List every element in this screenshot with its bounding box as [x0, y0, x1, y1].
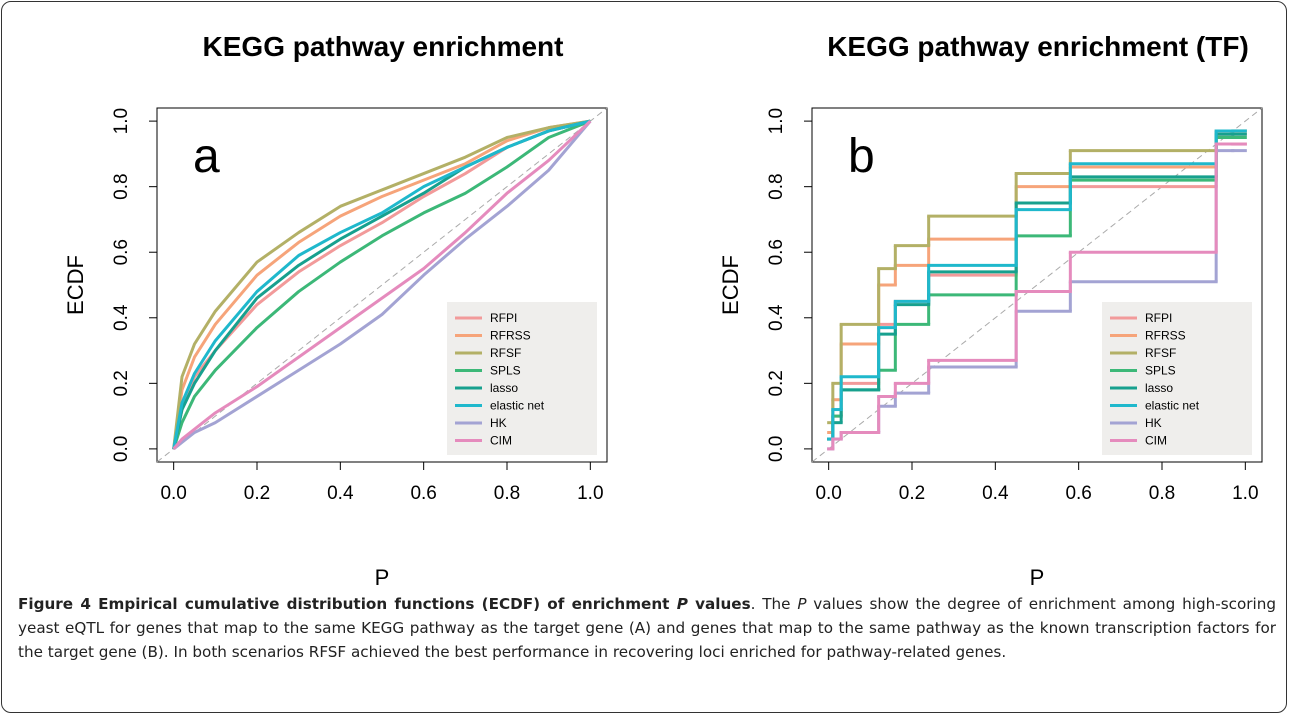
legend-label: SPLS: [1145, 364, 1176, 378]
legend-label: RFRSS: [1145, 329, 1186, 343]
legend-label: RFSF: [1145, 346, 1176, 360]
y-tick-label: 0.8: [766, 173, 787, 199]
chart-title: KEGG pathway enrichment (TF): [827, 31, 1249, 62]
chart-title: KEGG pathway enrichment: [203, 31, 564, 62]
x-tick-label: 1.0: [577, 483, 603, 504]
panel-label: a: [193, 130, 220, 183]
x-tick-label: 0.8: [1149, 483, 1175, 504]
x-tick-label: 0.2: [899, 483, 925, 504]
y-tick-label: 0.6: [111, 239, 132, 265]
series-line: [172, 119, 591, 450]
x-tick-label: 0.4: [982, 483, 1009, 504]
chart: KEGG pathway enrichment (TF) 0.0 0.2 0.4 0.6…: [718, 31, 1263, 590]
y-tick-label: 0.0: [766, 436, 787, 462]
y-tick-label: 0.2: [766, 370, 787, 396]
series-line: [172, 120, 592, 451]
legend-label: RFRSS: [490, 329, 531, 343]
panel-label: b: [848, 130, 875, 183]
legend-label: SPLS: [490, 364, 521, 378]
legend-label: lasso: [490, 381, 518, 395]
x-tick-label: 0.8: [494, 483, 520, 504]
caption-text: values: [687, 595, 751, 613]
x-axis-label: P: [375, 565, 390, 590]
y-tick-label: 0.2: [111, 370, 132, 396]
y-tick-label: 1.0: [766, 108, 787, 134]
legend-label: CIM: [1145, 434, 1167, 448]
legend-box: [1102, 302, 1252, 455]
figure-caption: Figure 4 Empirical cumulative distributi…: [18, 592, 1276, 664]
legend-label: CIM: [490, 434, 512, 448]
legend-label: elastic net: [490, 399, 545, 413]
x-tick-label: 0.6: [1065, 483, 1091, 504]
legend-label: elastic net: [1145, 399, 1200, 413]
y-tick-label: 0.4: [111, 304, 132, 331]
x-tick-label: 0.2: [244, 483, 270, 504]
y-axis-label: ECDF: [718, 255, 743, 315]
legend-label: RFSF: [490, 346, 521, 360]
y-axis-label: ECDF: [63, 255, 88, 315]
y-tick-label: 0.0: [111, 436, 132, 462]
legend-box: [447, 302, 597, 455]
caption-text: . The: [750, 595, 798, 613]
series-line: [172, 119, 591, 450]
y-tick-label: 0.4: [766, 304, 787, 331]
legend-label: lasso: [1145, 381, 1173, 395]
caption-text: Figure 4 Empirical cumulative distributi…: [18, 595, 677, 613]
x-tick-label: 0.6: [410, 483, 436, 504]
legend-label: RFPI: [490, 311, 517, 325]
caption-title: Figure 4 Empirical cumulative distributi…: [18, 595, 751, 613]
x-tick-label: 0.0: [815, 483, 841, 504]
caption-text: values show the degree of enrichment amo…: [18, 595, 1277, 661]
caption-text: P: [676, 595, 688, 613]
y-tick-label: 0.6: [766, 239, 787, 265]
y-tick-label: 0.8: [111, 173, 132, 199]
legend-label: HK: [490, 416, 507, 430]
x-axis-label: P: [1030, 565, 1045, 590]
x-tick-label: 0.4: [327, 483, 354, 504]
legend-label: RFPI: [1145, 311, 1172, 325]
series-line: [172, 120, 592, 450]
legend-label: HK: [1145, 416, 1162, 430]
x-tick-label: 1.0: [1232, 483, 1258, 504]
reference-diagonal: [811, 107, 1263, 463]
y-tick-label: 1.0: [111, 108, 132, 134]
x-tick-label: 0.0: [160, 483, 186, 504]
caption-text: P: [797, 595, 807, 613]
chart: KEGG pathway enrichment 0.0 0.2 0.4 0.6 0.8 1.…: [63, 31, 608, 590]
series-line: [172, 119, 591, 450]
series-line: [172, 119, 591, 450]
